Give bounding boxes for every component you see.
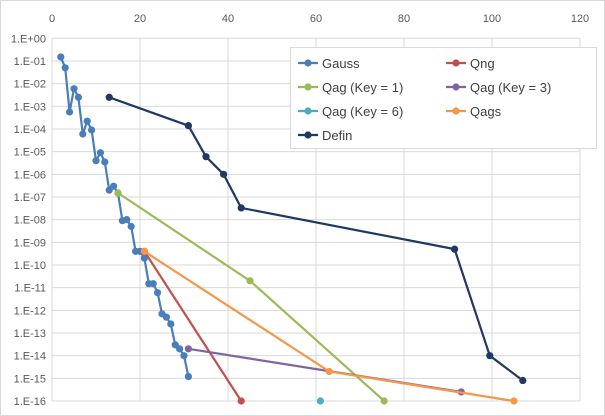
data-point bbox=[123, 216, 131, 224]
series-line bbox=[143, 250, 243, 402]
legend-item: Qng bbox=[446, 56, 495, 71]
data-point bbox=[176, 345, 184, 353]
y-tick-label: 1.E-12 bbox=[14, 305, 46, 317]
data-point bbox=[96, 149, 104, 157]
y-tick-label: 1.E-06 bbox=[14, 169, 46, 181]
data-point bbox=[180, 352, 188, 360]
data-point bbox=[57, 53, 65, 61]
data-point bbox=[167, 320, 175, 328]
data-point bbox=[380, 397, 388, 405]
data-point bbox=[246, 277, 254, 285]
data-point bbox=[74, 93, 82, 101]
data-point bbox=[202, 153, 210, 161]
x-tick-label: 60 bbox=[310, 13, 322, 25]
data-point bbox=[105, 93, 113, 101]
x-axis-ticks: 0 20 40 60 80 100 120 bbox=[49, 13, 589, 25]
legend-label: Gauss bbox=[322, 56, 360, 71]
y-tick-label: 1.E+00 bbox=[11, 33, 46, 45]
y-tick-label: 1.E-08 bbox=[14, 215, 46, 227]
data-point bbox=[79, 130, 87, 138]
legend-marker bbox=[452, 83, 460, 91]
y-tick-label: 1.E-15 bbox=[14, 373, 46, 385]
legend-marker bbox=[304, 107, 312, 115]
legend-item: Gauss bbox=[298, 56, 360, 71]
y-tick-label: 1.E-13 bbox=[14, 328, 46, 340]
y-tick-label: 1.E-14 bbox=[14, 351, 46, 363]
data-point bbox=[184, 122, 192, 130]
legend-marker bbox=[304, 59, 312, 67]
data-point bbox=[70, 85, 78, 93]
y-tick-label: 1.E-10 bbox=[14, 260, 46, 272]
x-tick-label: 20 bbox=[134, 13, 146, 25]
data-point bbox=[451, 245, 459, 253]
data-point bbox=[61, 64, 69, 72]
y-tick-label: 1.E-03 bbox=[14, 101, 46, 113]
y-tick-label: 1.E-16 bbox=[14, 396, 46, 408]
data-point bbox=[127, 222, 135, 231]
legend-box bbox=[290, 47, 597, 149]
y-tick-label: 1.E-05 bbox=[14, 147, 46, 159]
x-tick-label: 120 bbox=[571, 13, 589, 25]
series-group bbox=[57, 53, 527, 405]
legend: Gauss Qng Qag (Key = 1) Qag (Key = 3) Qag (K… bbox=[290, 47, 597, 149]
legend-marker bbox=[304, 131, 312, 139]
y-tick-label: 1.E-02 bbox=[14, 79, 46, 91]
data-point bbox=[154, 289, 162, 297]
data-point bbox=[220, 170, 228, 178]
legend-item: Qag (Key = 3) bbox=[446, 80, 551, 95]
legend-label: Qag (Key = 6) bbox=[322, 104, 403, 119]
data-point bbox=[184, 345, 192, 353]
data-point bbox=[149, 280, 157, 288]
data-point bbox=[486, 352, 494, 360]
y-tick-label: 1.E-04 bbox=[14, 124, 46, 136]
legend-marker bbox=[304, 83, 312, 91]
series-qag-key-6- bbox=[316, 397, 324, 405]
y-tick-label: 1.E-09 bbox=[14, 237, 46, 249]
data-point bbox=[316, 397, 324, 405]
data-point bbox=[184, 372, 192, 381]
y-axis-ticks: 1.E+00 1.E-01 1.E-02 1.E-03 1.E-04 1.E-05 1.E-… bbox=[11, 33, 46, 408]
legend-label: Qag (Key = 3) bbox=[470, 80, 551, 95]
legend-item: Qag (Key = 1) bbox=[298, 80, 403, 95]
series-qags bbox=[140, 247, 518, 405]
legend-label: Qng bbox=[470, 56, 495, 71]
legend-marker bbox=[452, 107, 460, 115]
legend-item: Qag (Key = 6) bbox=[298, 104, 403, 119]
data-point bbox=[92, 157, 100, 165]
data-point bbox=[66, 108, 74, 116]
x-tick-label: 100 bbox=[483, 13, 501, 25]
data-point bbox=[519, 376, 527, 385]
data-point bbox=[162, 313, 170, 321]
data-point bbox=[83, 117, 91, 125]
data-point bbox=[510, 397, 518, 405]
data-point bbox=[237, 397, 245, 405]
series-gauss bbox=[57, 53, 192, 381]
y-tick-label: 1.E-11 bbox=[14, 283, 46, 295]
legend-marker bbox=[452, 59, 460, 67]
x-tick-label: 0 bbox=[49, 13, 55, 25]
data-point bbox=[140, 247, 148, 255]
data-point bbox=[140, 254, 148, 262]
y-tick-label: 1.E-07 bbox=[14, 192, 46, 204]
data-point bbox=[101, 158, 109, 166]
legend-label: Qags bbox=[470, 104, 502, 119]
data-point bbox=[88, 126, 96, 134]
data-point bbox=[114, 189, 122, 197]
legend-label: Defin bbox=[322, 128, 352, 143]
legend-item: Defin bbox=[298, 128, 352, 143]
x-tick-label: 40 bbox=[222, 13, 234, 25]
series-qag-key-1- bbox=[114, 189, 388, 405]
series-defin bbox=[105, 93, 527, 385]
data-point bbox=[110, 182, 118, 190]
legend-label: Qag (Key = 1) bbox=[322, 80, 403, 95]
data-point bbox=[325, 367, 333, 376]
series-line bbox=[108, 96, 524, 382]
legend-item: Qags bbox=[446, 104, 502, 119]
data-point bbox=[237, 204, 245, 212]
x-tick-label: 80 bbox=[398, 13, 410, 25]
y-tick-label: 1.E-01 bbox=[14, 56, 46, 68]
